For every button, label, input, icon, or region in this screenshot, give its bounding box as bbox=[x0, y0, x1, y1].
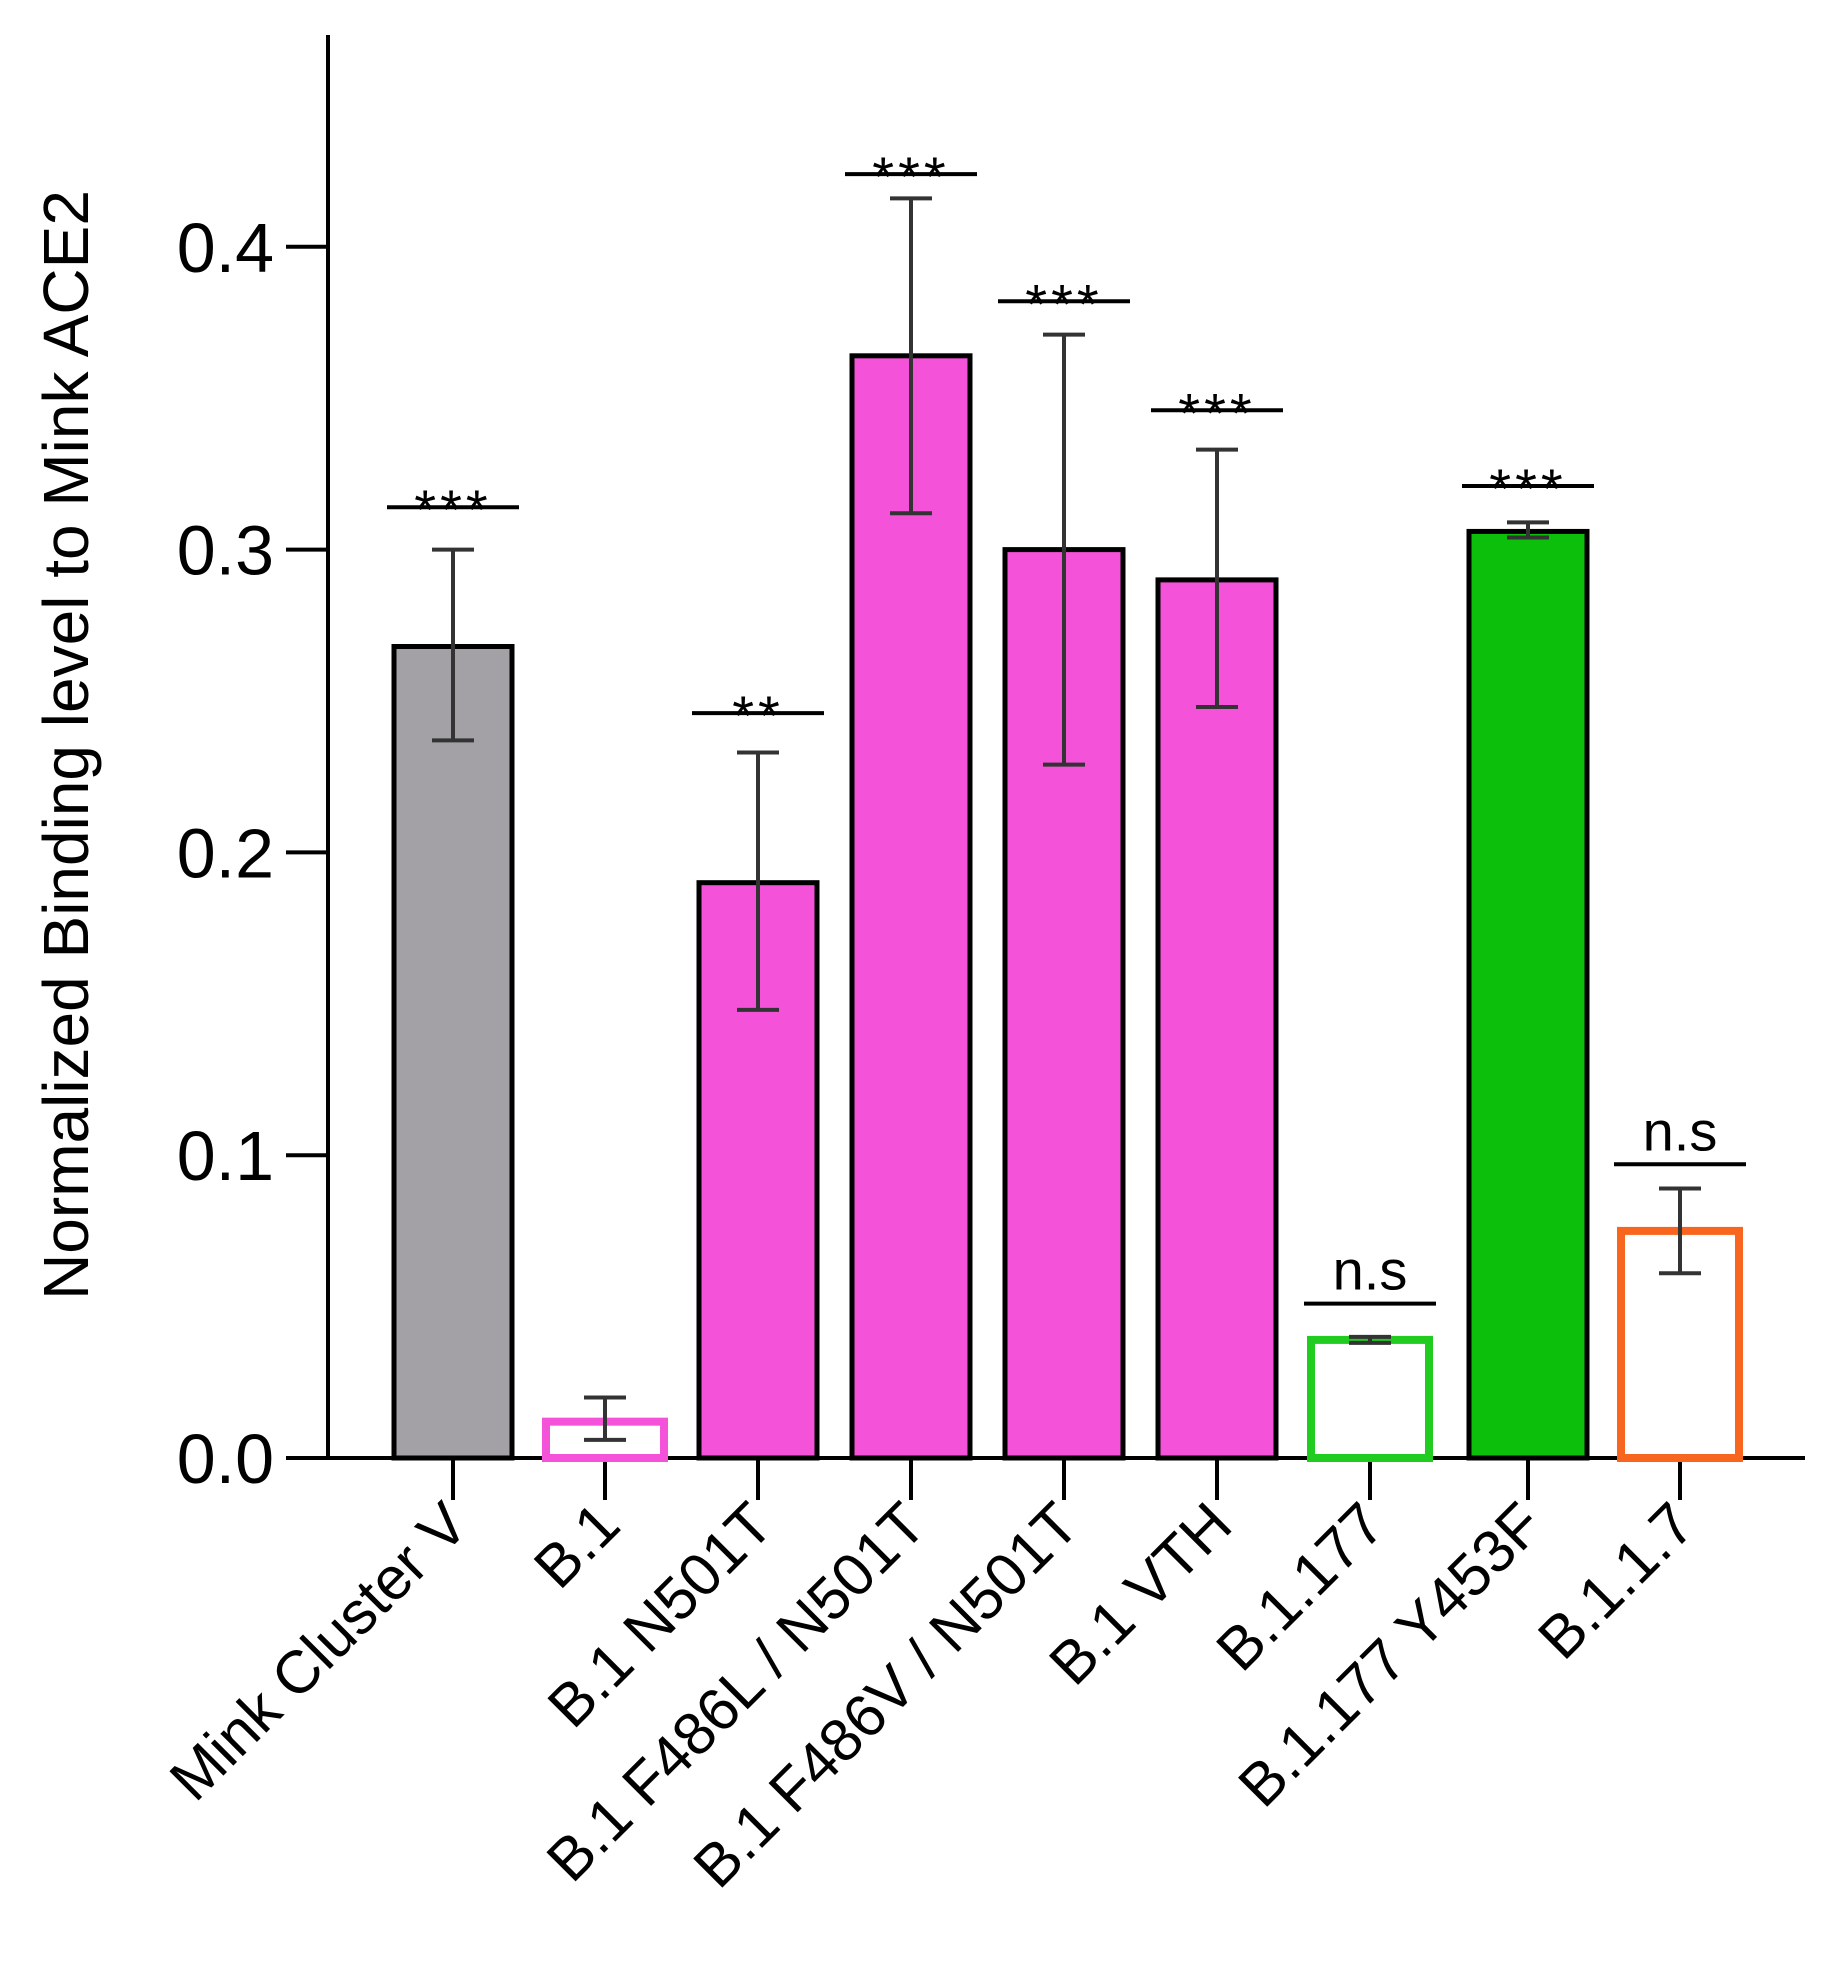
error-bar bbox=[1659, 1186, 1701, 1276]
error-bar bbox=[737, 750, 779, 1012]
x-category-label: B.1.1.7 bbox=[1525, 1490, 1707, 1672]
significance-annotations: **************n.s***n.s bbox=[387, 145, 1746, 1306]
error-bar bbox=[584, 1395, 626, 1442]
error-bar bbox=[890, 196, 932, 516]
significance-label: *** bbox=[1025, 272, 1102, 335]
significance-label: *** bbox=[872, 145, 949, 208]
error-bar bbox=[432, 547, 474, 743]
bar bbox=[1466, 528, 1590, 1461]
bars bbox=[391, 353, 1743, 1463]
error-bar bbox=[1196, 447, 1238, 710]
bar bbox=[1155, 577, 1279, 1461]
error-bar bbox=[1507, 520, 1549, 540]
error-bars bbox=[432, 196, 1701, 1442]
x-category-label: Mink Cluster V bbox=[157, 1490, 480, 1813]
y-tick-label: 0.0 bbox=[177, 1420, 274, 1498]
significance-label: *** bbox=[414, 478, 491, 541]
bar bbox=[849, 353, 973, 1461]
y-tick-label: 0.3 bbox=[177, 512, 274, 590]
error-bar bbox=[1043, 332, 1085, 767]
significance-label: *** bbox=[1178, 381, 1255, 444]
y-tick-label: 0.2 bbox=[177, 814, 274, 892]
significance-label: *** bbox=[1489, 457, 1566, 520]
significance-label: n.s bbox=[1333, 1239, 1408, 1302]
bar bbox=[1307, 1335, 1433, 1462]
bar bbox=[696, 880, 820, 1461]
bar bbox=[391, 643, 515, 1461]
error-bar bbox=[1349, 1334, 1391, 1345]
significance-label: ** bbox=[732, 684, 784, 747]
x-category-label: B.1 bbox=[521, 1490, 632, 1601]
y-tick-label: 0.1 bbox=[177, 1117, 274, 1195]
y-tick-label: 0.4 bbox=[177, 209, 274, 287]
significance-label: n.s bbox=[1643, 1099, 1718, 1162]
y-axis-title: Normalized Binding level to Mink ACE2 bbox=[30, 190, 102, 1300]
